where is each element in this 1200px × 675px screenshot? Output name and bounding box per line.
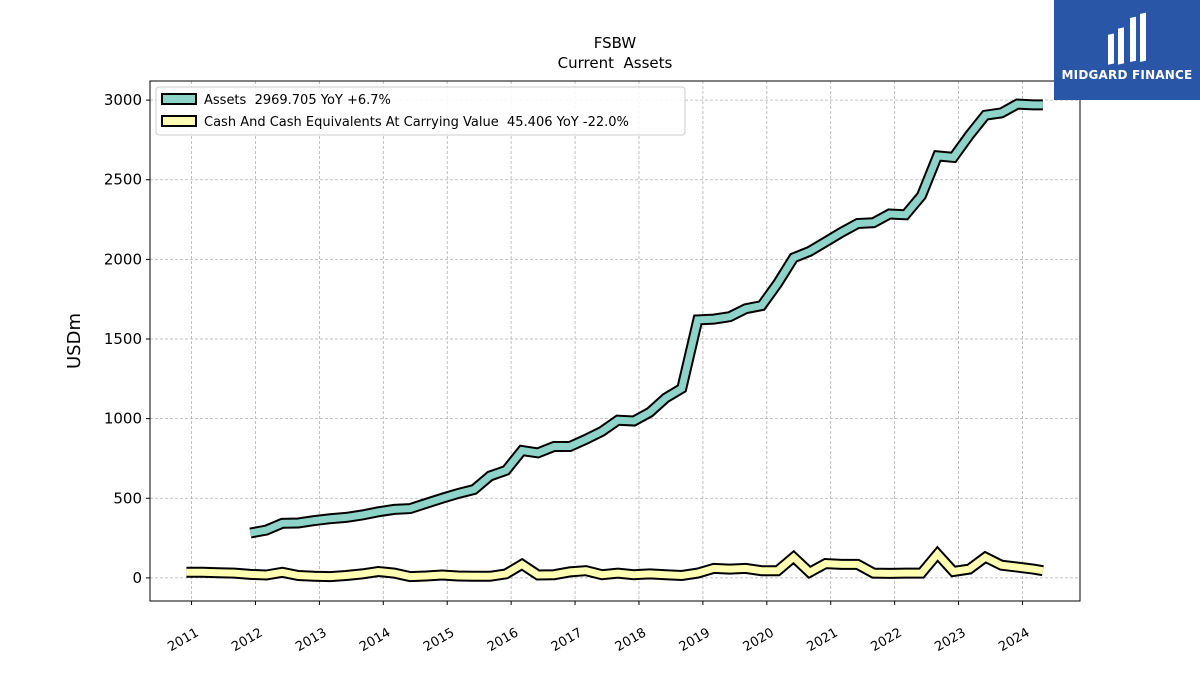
y-tick-label: 3000 <box>104 91 142 109</box>
x-tick-label: 2011 <box>165 625 201 655</box>
chart-subtitle: Current Assets <box>558 54 673 72</box>
legend-label: Cash And Cash Equivalents At Carrying Va… <box>204 115 629 130</box>
y-tick-label: 0 <box>132 569 142 587</box>
legend-swatch <box>161 93 197 105</box>
legend-frame <box>155 86 686 136</box>
x-tick-label: 2016 <box>485 625 521 655</box>
x-tick-label: 2020 <box>741 625 777 655</box>
series-outline <box>249 98 1043 539</box>
x-tick-label: 2012 <box>229 625 265 655</box>
y-axis-label: USDm <box>64 313 85 369</box>
series-line-1 <box>249 98 1043 539</box>
series-line-2 <box>186 545 1044 583</box>
x-tick-label: 2017 <box>549 625 585 655</box>
x-tick-label: 2022 <box>868 625 904 655</box>
logo-text: MIDGARD FINANCE <box>1061 68 1193 82</box>
legend: Assets 2969.705 YoY +6.7% Cash And Cash E… <box>155 86 686 136</box>
x-tick-label: 2024 <box>996 625 1032 655</box>
y-tick-label: 2000 <box>104 250 142 268</box>
series-lines <box>186 98 1044 583</box>
chart-title: FSBW <box>594 34 637 52</box>
y-tick-label: 500 <box>113 489 142 507</box>
plot-area-frame <box>149 80 1081 602</box>
logo-mark-icon <box>1108 12 1146 65</box>
legend-label: Assets 2969.705 YoY +6.7% <box>204 93 391 108</box>
y-tick-label: 2500 <box>104 171 142 189</box>
legend-swatch <box>161 115 197 127</box>
x-tick-label: 2013 <box>293 625 329 655</box>
x-tick-label: 2019 <box>677 625 713 655</box>
x-tick-label: 2021 <box>805 625 841 655</box>
series-stroke <box>186 548 1044 581</box>
series-stroke <box>249 100 1043 537</box>
x-tick-label: 2023 <box>932 625 968 655</box>
y-tick-label: 1000 <box>104 410 142 428</box>
x-tick-label: 2018 <box>613 625 649 655</box>
y-tick-label: 1500 <box>104 330 142 348</box>
grid-lines <box>150 81 1080 601</box>
midgard-finance-logo: MIDGARD FINANCE <box>1054 0 1200 100</box>
x-tick-label: 2014 <box>357 625 393 655</box>
x-tick-label: 2015 <box>421 625 457 655</box>
